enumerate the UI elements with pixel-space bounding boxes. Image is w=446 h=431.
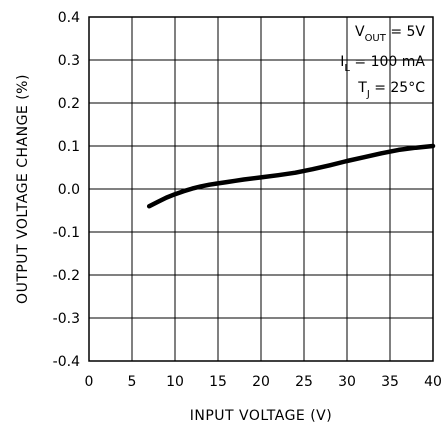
x-tick-label: 35 (381, 374, 399, 390)
x-tick-label: 10 (166, 374, 184, 390)
x-tick-label: 5 (128, 374, 137, 390)
y-tick-label: -0.4 (53, 354, 80, 370)
x-tick-label: 0 (85, 374, 94, 390)
y-axis-title: OUTPUT VOLTAGE CHANGE (%) (15, 74, 31, 304)
y-tick-label: 0.0 (58, 182, 80, 198)
series-line (146, 143, 436, 209)
condition-line: TJ = 25°C (357, 80, 425, 100)
x-tick-label: 20 (252, 374, 270, 390)
y-tick-label: -0.3 (53, 311, 80, 327)
grid (89, 17, 433, 361)
y-tick-labels: 0.4 0.3 0.2 0.1 0.0 -0.1 -0.2 -0.3 -0.4 (53, 10, 80, 370)
conditions-annotation: VOUT = 5V IL = 100 mA TJ = 25°C (340, 24, 425, 100)
y-tick-label: -0.1 (53, 225, 80, 241)
y-tick-label: 0.2 (58, 96, 80, 112)
condition-line: IL = 100 mA (340, 54, 425, 74)
x-axis-title: INPUT VOLTAGE (V) (190, 408, 332, 424)
condition-line: VOUT = 5V (355, 24, 425, 44)
x-tick-label: 25 (295, 374, 313, 390)
x-tick-label: 30 (338, 374, 356, 390)
x-tick-labels: 0 5 10 15 20 25 30 35 40 (85, 374, 442, 390)
x-tick-label: 40 (424, 374, 442, 390)
y-tick-label: 0.4 (58, 10, 80, 26)
y-tick-label: 0.3 (58, 53, 80, 69)
plot-frame (88, 16, 434, 362)
x-tick-label: 15 (209, 374, 227, 390)
y-tick-label: 0.1 (58, 139, 80, 155)
y-tick-label: -0.2 (53, 268, 80, 284)
